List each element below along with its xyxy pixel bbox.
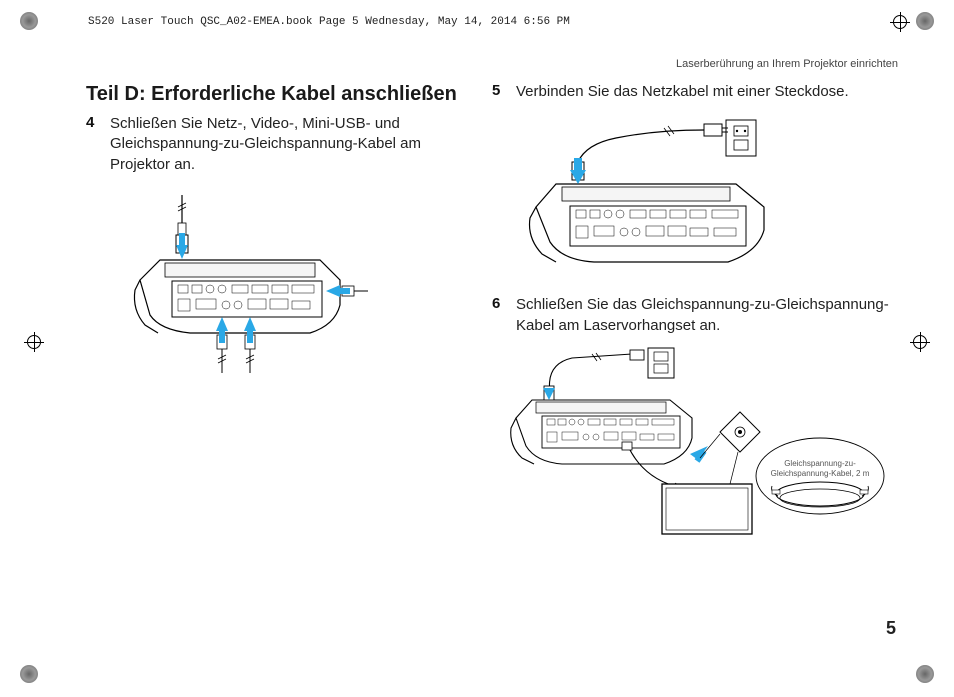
projector-diagram-4 [110,185,370,375]
registration-right [910,332,930,352]
left-column: Teil D: Erforderliche Kabel anschließen … [86,82,460,554]
cable-label-line2: Gleichspannung-Kabel, 2 m [771,469,870,478]
step-6-num: 6 [492,295,506,336]
figure-step5 [516,112,892,277]
registration-left [24,332,44,352]
crop-mark-tl [20,12,38,30]
projector-diagram-6: Gleichspannung-zu- Gleichspannung-Kabel,… [502,346,892,536]
header-stamp: S520 Laser Touch QSC_A02-EMEA.book Page … [88,16,570,28]
step-4: 4 Schließen Sie Netz-, Video-, Mini-USB-… [86,114,460,175]
crop-mark-br [916,665,934,683]
step-4-num: 4 [86,114,100,175]
figure-step4 [110,185,460,375]
projector-diagram-5 [516,112,806,277]
step-5-num: 5 [492,82,506,102]
crop-mark-tr [916,12,934,30]
section-title: Teil D: Erforderliche Kabel anschließen [86,82,460,106]
page-number: 5 [886,618,896,639]
step-4-text: Schließen Sie Netz-, Video-, Mini-USB- u… [110,114,460,175]
running-header: Laserberührung an Ihrem Projektor einric… [676,58,898,70]
step-5: 5 Verbinden Sie das Netzkabel mit einer … [492,82,892,102]
crop-mark-bl [20,665,38,683]
right-column: 5 Verbinden Sie das Netzkabel mit einer … [492,82,892,554]
step-6: 6 Schließen Sie das Gleichspannung-zu-Gl… [492,295,892,336]
figure-step6: Gleichspannung-zu- Gleichspannung-Kabel,… [502,346,892,536]
cable-label-line1: Gleichspannung-zu- [784,459,856,468]
content-area: Teil D: Erforderliche Kabel anschließen … [86,82,892,554]
registration-tr [890,12,910,32]
step-6-text: Schließen Sie das Gleichspannung-zu-Glei… [516,295,892,336]
step-5-text: Verbinden Sie das Netzkabel mit einer St… [516,82,849,102]
